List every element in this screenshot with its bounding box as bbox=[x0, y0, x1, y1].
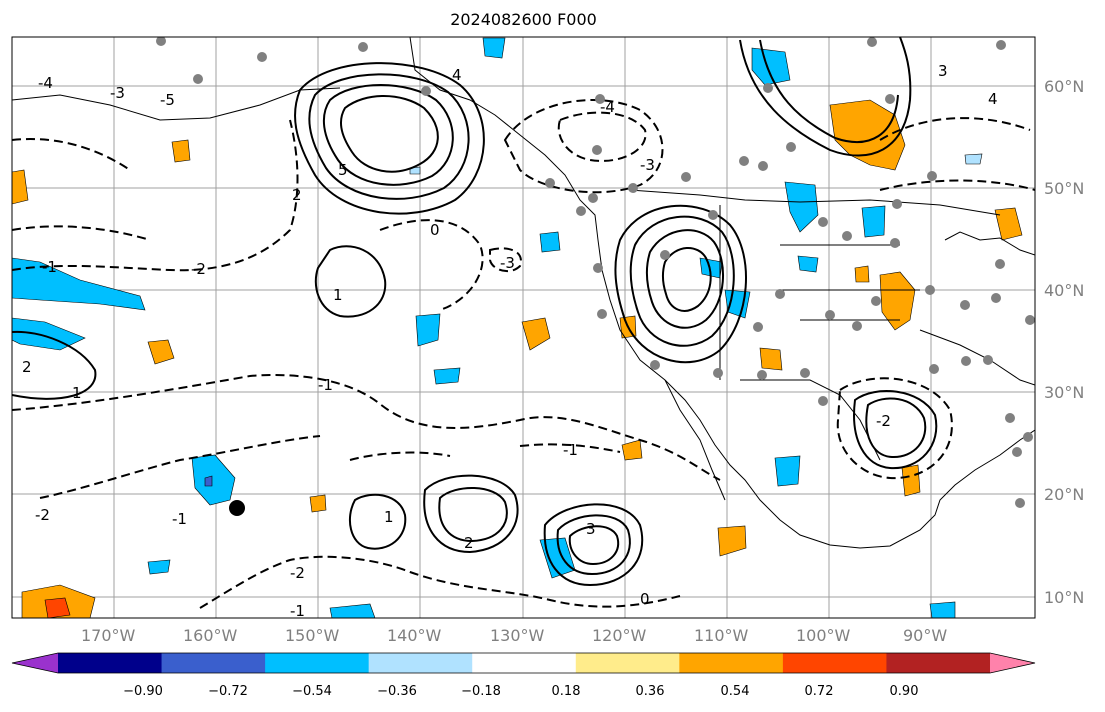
contour-label: -3 bbox=[110, 84, 125, 102]
contour-label: 3 bbox=[586, 520, 596, 538]
colorbar-tick-label: −0.18 bbox=[461, 684, 501, 699]
map-frame bbox=[11, 36, 1036, 619]
lon-label-120w: 120°W bbox=[592, 626, 647, 645]
contour-label: -1 bbox=[563, 441, 578, 459]
colorbar-segment bbox=[58, 653, 163, 673]
colorbar-tick-label: 0.54 bbox=[720, 684, 750, 699]
lat-label-30n: 30°N bbox=[1044, 383, 1085, 402]
colorbar-tick-label: 0.18 bbox=[551, 684, 581, 699]
contour-label: 0 bbox=[640, 590, 650, 608]
contour-label: 4 bbox=[988, 90, 998, 108]
contour-label: -3 bbox=[500, 254, 515, 272]
contour-label: -2 bbox=[35, 506, 50, 524]
contour-label: -2 bbox=[876, 412, 891, 430]
colorbar-extend-high bbox=[990, 653, 1035, 673]
colorbar-tick-label: −0.36 bbox=[377, 684, 417, 699]
lat-label-10n: 10°N bbox=[1044, 588, 1085, 607]
colorbar-segment bbox=[886, 653, 991, 673]
lat-label-20n: 20°N bbox=[1044, 485, 1085, 504]
colorbar-segment bbox=[575, 653, 680, 673]
contour-label: 0 bbox=[430, 221, 440, 239]
colorbar-segment bbox=[679, 653, 784, 673]
contour-label: 1 bbox=[72, 384, 82, 402]
contour-label: 2 bbox=[464, 534, 474, 552]
lon-label-140w: 140°W bbox=[387, 626, 442, 645]
contours-positive bbox=[12, 37, 938, 587]
station-markers bbox=[156, 37, 1035, 508]
lon-label-130w: 130°W bbox=[490, 626, 545, 645]
colorbar-tick-label: 0.72 bbox=[804, 684, 834, 699]
colorbar-tick-label: 0.90 bbox=[889, 684, 919, 699]
colorbar-tick-label: 0.36 bbox=[635, 684, 665, 699]
contour-label: -2 bbox=[290, 564, 305, 582]
contour-label: -3 bbox=[640, 156, 655, 174]
contour-label: -1 bbox=[172, 510, 187, 528]
graticule bbox=[12, 37, 1035, 618]
lon-label-110w: 110°W bbox=[694, 626, 749, 645]
lon-label-170w: 170°W bbox=[81, 626, 136, 645]
contour-label: -2 bbox=[191, 260, 206, 278]
colorbar-segment bbox=[782, 653, 887, 673]
colorbar-segment bbox=[265, 653, 370, 673]
colorbar bbox=[11, 652, 1036, 674]
contour-label: -1 bbox=[290, 602, 305, 620]
contour-label: -4 bbox=[600, 98, 615, 116]
lon-label-150w: 150°W bbox=[285, 626, 340, 645]
contour-label: 2 bbox=[292, 186, 302, 204]
contour-label: 1 bbox=[333, 286, 343, 304]
colorbar-tick-label: −0.54 bbox=[292, 684, 332, 699]
colorbar-segment bbox=[472, 653, 577, 673]
contour-labels: -4 -5 -3 -4 -3 -2 -3 -1 -2 -1 -2 -1 0 1 2 1 2 3 4 5 3 4 -1 -1 -2… bbox=[22, 62, 998, 620]
contours-negative bbox=[12, 99, 1035, 609]
contour-label: -5 bbox=[160, 91, 175, 109]
colorbar-outline bbox=[11, 652, 1036, 674]
lat-label-60n: 60°N bbox=[1044, 77, 1085, 96]
lat-label-50n: 50°N bbox=[1044, 179, 1085, 198]
colorbar-segment bbox=[368, 653, 473, 673]
shading-positive bbox=[12, 99, 1023, 618]
contour-label: 1 bbox=[384, 508, 394, 526]
contour-label: 3 bbox=[938, 62, 948, 80]
lat-label-40n: 40°N bbox=[1044, 281, 1085, 300]
colorbar-tick-label: −0.90 bbox=[123, 684, 163, 699]
contour-label: -1 bbox=[318, 376, 333, 394]
colorbar-tick-label: −0.72 bbox=[208, 684, 248, 699]
colorbar-extend-low bbox=[12, 653, 58, 673]
contour-label: 4 bbox=[452, 66, 462, 84]
lon-label-90w: 90°W bbox=[903, 626, 948, 645]
contour-label: -1 bbox=[42, 258, 57, 276]
lon-label-100w: 100°W bbox=[796, 626, 851, 645]
contour-label: -4 bbox=[38, 74, 53, 92]
lon-label-160w: 160°W bbox=[183, 626, 238, 645]
contour-label: 2 bbox=[22, 358, 32, 376]
colorbar-segment bbox=[161, 653, 266, 673]
shading-negative bbox=[12, 37, 983, 618]
hawaii-marker bbox=[229, 500, 245, 516]
contour-label: 5 bbox=[338, 161, 348, 179]
map-title: 2024082600 F000 bbox=[450, 10, 597, 29]
